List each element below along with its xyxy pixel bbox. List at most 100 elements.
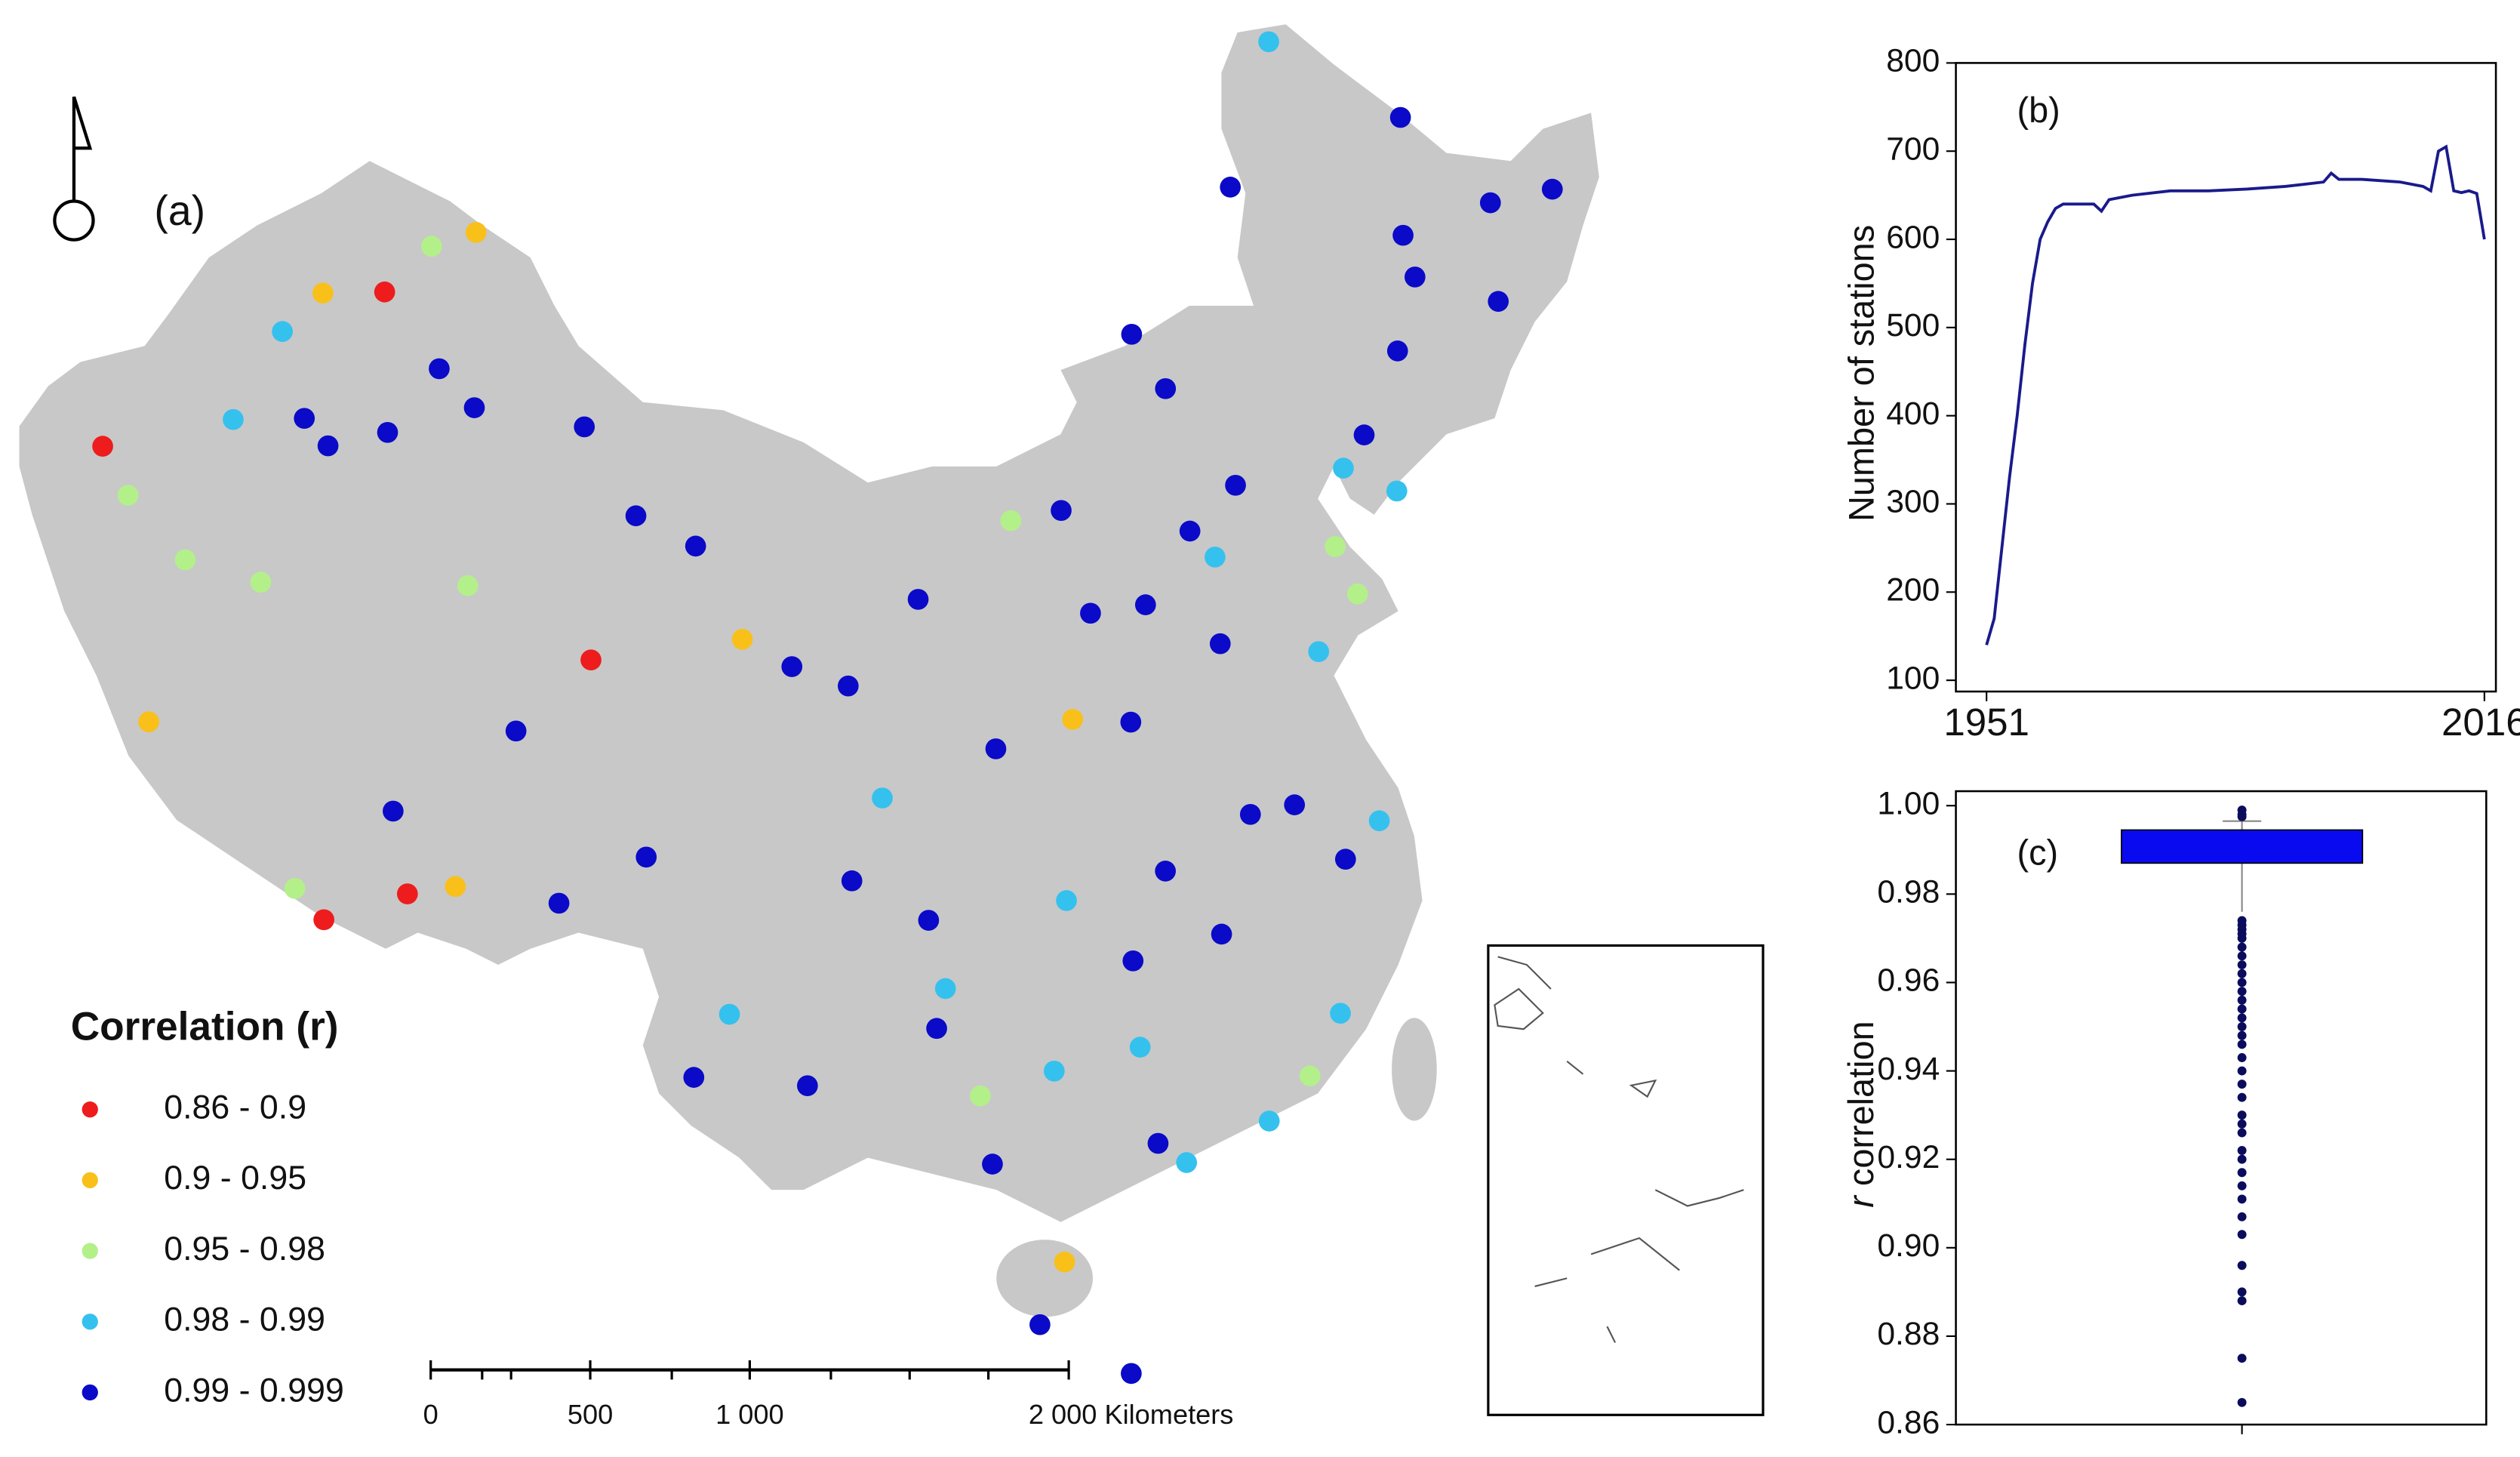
station-dot bbox=[92, 436, 113, 457]
station-dot bbox=[1155, 377, 1177, 399]
outlier bbox=[2237, 1110, 2247, 1120]
legend-swatch bbox=[82, 1314, 98, 1330]
taiwan bbox=[1392, 1018, 1437, 1121]
inset-coast bbox=[1494, 956, 1744, 1343]
outlier bbox=[2237, 1092, 2247, 1102]
station-dot bbox=[1121, 323, 1143, 345]
station-dot bbox=[1333, 457, 1354, 479]
line-frame bbox=[1955, 62, 2497, 693]
outlier bbox=[2237, 1397, 2247, 1407]
legend-label: 0.9 - 0.95 bbox=[164, 1160, 306, 1197]
inset-frame bbox=[1487, 944, 1765, 1416]
station-dot bbox=[1325, 536, 1346, 557]
station-dot bbox=[294, 408, 315, 429]
station-dot bbox=[574, 416, 595, 438]
outlier bbox=[2237, 1119, 2247, 1129]
station-dot bbox=[548, 892, 570, 914]
station-dot bbox=[1120, 711, 1142, 733]
outlier bbox=[2237, 978, 2247, 987]
station-dot bbox=[117, 485, 139, 506]
y-axis-title: Number of stations bbox=[1842, 225, 1882, 522]
outlier bbox=[2237, 1181, 2247, 1191]
y-tick-label: 1.00 bbox=[1877, 785, 1940, 821]
station-dot bbox=[1479, 192, 1501, 214]
outlier bbox=[2237, 1287, 2247, 1297]
outlier bbox=[2237, 1080, 2247, 1089]
station-dot bbox=[926, 1018, 947, 1040]
station-dot bbox=[1258, 31, 1279, 53]
legend-label: 0.95 - 0.98 bbox=[164, 1231, 325, 1268]
y-tick-label: 700 bbox=[1886, 131, 1940, 167]
y-tick-label: 0.98 bbox=[1877, 874, 1940, 910]
station-dot bbox=[445, 876, 466, 898]
y-tick-label: 500 bbox=[1886, 307, 1940, 343]
station-dot bbox=[683, 1067, 705, 1088]
china-outline bbox=[19, 24, 1599, 1222]
y-tick-label: 0.96 bbox=[1877, 963, 1940, 999]
station-dot bbox=[1389, 106, 1411, 128]
y-tick-label: 100 bbox=[1886, 660, 1940, 696]
station-dot bbox=[1392, 224, 1414, 246]
y-tick-label: 0.90 bbox=[1877, 1228, 1940, 1264]
station-dot bbox=[1386, 340, 1408, 362]
outlier bbox=[2237, 1230, 2247, 1240]
outlier bbox=[2237, 1194, 2247, 1204]
station-dot bbox=[463, 397, 485, 418]
station-dot bbox=[837, 675, 859, 697]
outlier bbox=[2237, 987, 2247, 996]
station-dot bbox=[1129, 1037, 1151, 1058]
station-dot bbox=[907, 589, 929, 610]
station-dot bbox=[174, 549, 196, 571]
station-dot bbox=[313, 909, 334, 931]
station-dot bbox=[383, 800, 404, 822]
station-dot bbox=[1056, 890, 1077, 911]
station-dot bbox=[377, 421, 398, 443]
outlier bbox=[2237, 1022, 2247, 1031]
outlier bbox=[2237, 1004, 2247, 1014]
y-tick-label: 400 bbox=[1886, 396, 1940, 432]
station-dot bbox=[1080, 602, 1101, 624]
y-tick-label: 800 bbox=[1886, 43, 1940, 79]
box-frame bbox=[1955, 790, 2488, 1426]
station-dot bbox=[797, 1075, 818, 1097]
station-dot bbox=[429, 358, 450, 380]
station-dot bbox=[1488, 291, 1509, 313]
y-tick-label: 300 bbox=[1886, 484, 1940, 520]
station-dot bbox=[1239, 803, 1261, 825]
station-dot bbox=[1386, 480, 1408, 502]
outlier bbox=[2237, 1168, 2247, 1178]
outlier bbox=[2237, 951, 2247, 961]
outlier bbox=[2237, 995, 2247, 1005]
y-tick-label: 200 bbox=[1886, 572, 1940, 608]
outlier bbox=[2237, 942, 2247, 952]
y-axis-title: r correlation bbox=[1842, 1021, 1882, 1207]
station-dot bbox=[284, 878, 306, 899]
panel-label: (c) bbox=[2017, 833, 2058, 873]
station-dot bbox=[272, 321, 293, 342]
outlier bbox=[2237, 1013, 2247, 1023]
outlier bbox=[2237, 969, 2247, 978]
station-dot bbox=[1062, 709, 1084, 730]
hainan bbox=[996, 1240, 1094, 1317]
station-dot bbox=[223, 408, 244, 430]
station-dot bbox=[465, 222, 487, 243]
station-dot bbox=[1176, 1152, 1198, 1173]
legend-swatch bbox=[82, 1384, 98, 1401]
station-dot bbox=[685, 535, 706, 557]
station-count-line bbox=[1985, 144, 2486, 645]
outlier bbox=[2237, 1128, 2247, 1138]
legend-label: 0.86 - 0.9 bbox=[164, 1089, 306, 1126]
station-dot bbox=[872, 787, 893, 809]
station-dot bbox=[970, 1085, 991, 1107]
box bbox=[2121, 829, 2364, 864]
station-dot bbox=[718, 1003, 740, 1025]
station-dot bbox=[396, 883, 418, 904]
outlier bbox=[2237, 1146, 2247, 1155]
y-tick-label: 0.92 bbox=[1877, 1139, 1940, 1175]
station-dot bbox=[374, 281, 395, 303]
station-dot bbox=[918, 910, 940, 931]
legend-label: 0.99 - 0.999 bbox=[164, 1372, 344, 1409]
y-axis-var: r bbox=[1842, 1194, 1882, 1208]
station-dot bbox=[1258, 1110, 1280, 1132]
x-tick-label: 2016 bbox=[2442, 701, 2520, 744]
